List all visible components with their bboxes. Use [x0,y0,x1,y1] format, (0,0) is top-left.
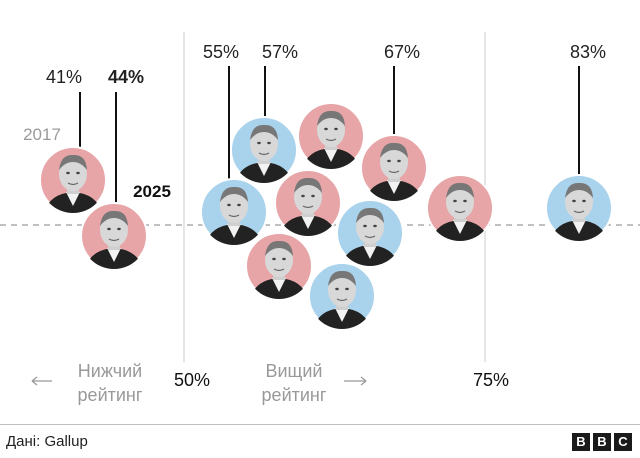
face-icon [204,186,264,245]
low-rating-label: рейтинг [78,385,143,405]
face-icon [364,142,424,201]
footer: Дані: Gallup B B C [0,424,640,458]
tick-label: 50% [174,370,210,390]
bbc-logo-letter: B [593,433,611,451]
face-icon [84,210,144,269]
portrait-gw-bush [297,102,365,170]
value-label-trump-2017: 41% [46,67,82,87]
face-icon [430,182,490,241]
arrow-left-icon [31,376,52,386]
portrait-hw-bush [245,232,313,300]
high-rating-label: рейтинг [262,385,327,405]
face-icon [301,110,361,169]
portrait-carter [308,262,376,330]
face-icon [234,124,294,183]
portrait-clinton [200,178,268,246]
face-icon [340,207,400,266]
portrait-reagan [360,134,428,202]
value-label-clinton: 55% [203,42,239,62]
portrait-trump-2025 [80,202,148,270]
high-rating-label: Вищий [266,361,323,381]
bbc-logo-letter: C [614,433,632,451]
portrait-kennedy [545,174,613,242]
face-icon [312,270,372,329]
arrow-right-icon [344,376,367,386]
axis-annotations: 50% 75% Нижчий рейтинг Вищий рейтинг [31,361,509,405]
portraits [39,102,613,330]
face-icon [249,240,309,299]
value-labels: 41% 44% 55% 57% 67% 83% 2017 2025 [23,42,606,201]
leader-lines [79,66,580,203]
portrait-obama [336,199,404,267]
year-label-2017: 2017 [23,125,61,144]
bbc-logo: B B C [572,433,632,451]
face-icon [549,182,609,241]
portrait-trump-2017 [39,146,107,214]
value-label-biden: 57% [262,42,298,62]
face-icon [278,177,338,236]
value-label-reagan: 67% [384,42,420,62]
portrait-nixon [274,169,342,237]
year-label-2025: 2025 [133,182,171,201]
value-label-trump-2025: 44% [108,67,144,87]
value-label-kennedy: 83% [570,42,606,62]
tick-label: 75% [473,370,509,390]
face-icon [43,154,103,213]
source-text: Дані: Gallup [6,433,88,450]
low-rating-label: Нижчий [78,361,142,381]
portrait-eisenhower [426,174,494,242]
portrait-biden [230,116,298,184]
bbc-logo-letter: B [572,433,590,451]
